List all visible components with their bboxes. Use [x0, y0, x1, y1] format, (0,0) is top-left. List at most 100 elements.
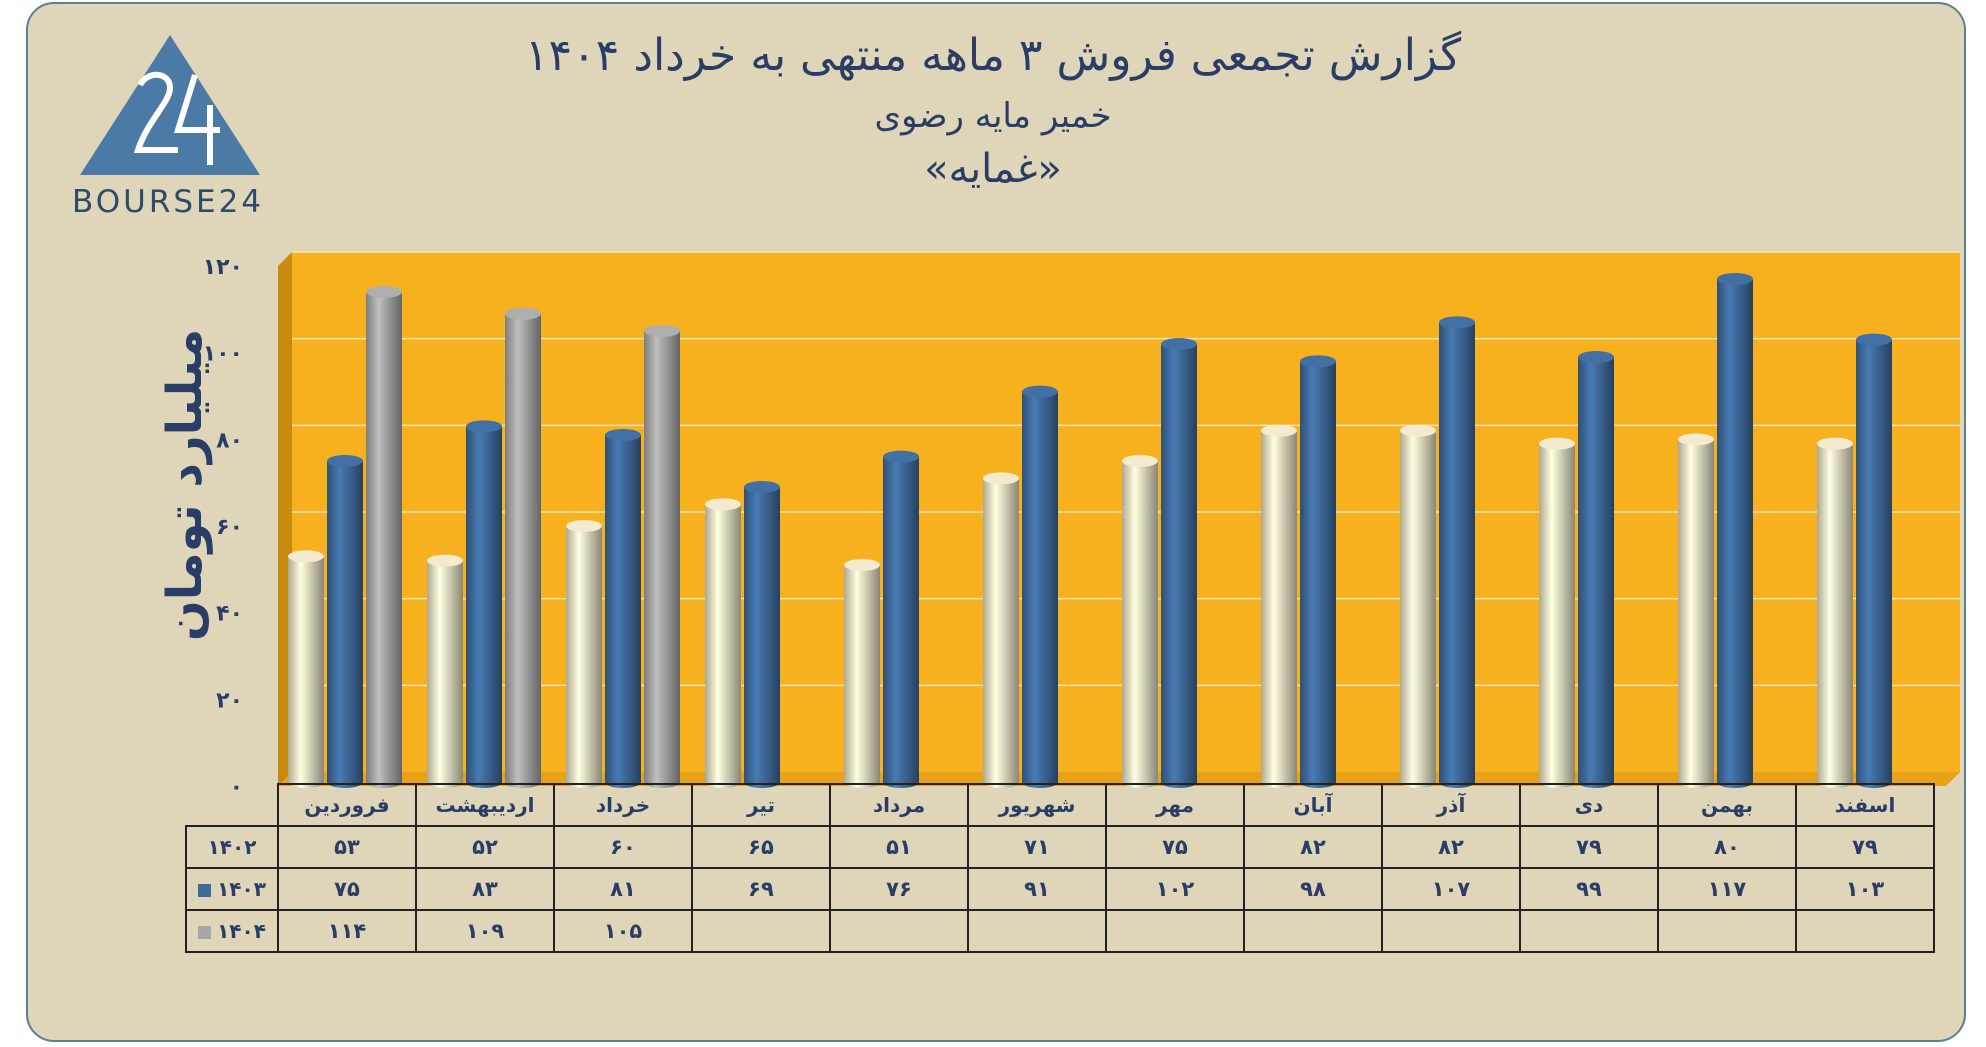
bar-۱۴۰۳ — [1022, 391, 1058, 788]
bar-۱۴۰۳ — [466, 426, 502, 788]
table-row: ۱۴۰۳ ۷۵ ۸۳ ۸۱ ۶۹ ۷۶ ۹۱ ۱۰۲ ۹۸ ۱۰۷ ۹۹ ۱۱۷… — [185, 867, 1935, 911]
bar-top-۱۴۰۲ — [1122, 455, 1158, 467]
bar-۱۴۰۳ — [605, 435, 641, 788]
bar-top-۱۴۰۳ — [883, 450, 919, 463]
bar-۱۴۰۳ — [1161, 344, 1197, 788]
bar-۱۴۰۳ — [1856, 339, 1892, 788]
bar-top-۱۴۰۳ — [466, 420, 502, 433]
table-cell: تیر — [691, 783, 831, 827]
bar-top-۱۴۰۳ — [1161, 338, 1197, 350]
bar-top-۱۴۰۲ — [427, 554, 463, 567]
table-cell: ۵۱ — [829, 825, 969, 869]
legend-swatch-1404 — [198, 926, 212, 939]
bar-top-۱۴۰۳ — [1022, 385, 1058, 398]
table-cell: ۹۸ — [1243, 867, 1383, 911]
bar-top-۱۴۰۲ — [705, 498, 741, 511]
bar-۱۴۰۲ — [1678, 439, 1714, 788]
table-row: ۱۴۰۲ ۵۳ ۵۲ ۶۰ ۶۵ ۵۱ ۷۱ ۷۵ ۸۲ ۸۲ ۷۹ ۸۰ ۷۹ — [185, 825, 1935, 869]
bar-۱۴۰۳ — [327, 461, 363, 788]
table-cell — [829, 909, 969, 953]
table-cell: ۶۹ — [691, 867, 831, 911]
y-tick-label: ۱۰۰ — [203, 342, 243, 367]
table-cell: ۶۰ — [553, 825, 693, 869]
bar-top-۱۴۰۴ — [366, 286, 402, 298]
table-cell: ۱۱۴ — [277, 909, 417, 953]
bar-top-۱۴۰۲ — [288, 550, 324, 563]
bar-top-۱۴۰۲ — [844, 559, 880, 571]
table-cell: مرداد — [829, 783, 969, 827]
bar-top-۱۴۰۲ — [1817, 437, 1853, 450]
table-cell — [1105, 909, 1245, 953]
table-cell: اسفند — [1795, 783, 1935, 827]
table-cell: اردیبهشت — [415, 783, 555, 827]
table-cell: ۸۳ — [415, 867, 555, 911]
y-tick-label: ۴۰ — [216, 602, 243, 627]
legend-swatch-1403 — [198, 884, 212, 897]
bar-۱۴۰۲ — [1817, 443, 1853, 788]
legend-label: ۱۴۰۳ — [217, 877, 266, 901]
legend-label: ۱۴۰۲ — [207, 835, 257, 859]
bar-top-۱۴۰۳ — [1578, 351, 1614, 363]
table-cell: ۸۱ — [553, 867, 693, 911]
table-cell — [1243, 909, 1383, 953]
bar-top-۱۴۰۳ — [1439, 316, 1475, 329]
bar-۱۴۰۳ — [1578, 357, 1614, 788]
table-row: ۱۴۰۴ ۱۱۴ ۱۰۹ ۱۰۵ — [185, 909, 1935, 953]
table-cell: ۹۹ — [1519, 867, 1659, 911]
table-cell: ۵۲ — [415, 825, 555, 869]
bar-۱۴۰۲ — [844, 565, 880, 788]
table-cell: شهریور — [967, 783, 1107, 827]
bar-۱۴۰۲ — [566, 526, 602, 788]
bar-top-۱۴۰۳ — [1717, 273, 1753, 285]
bar-۱۴۰۲ — [1539, 443, 1575, 788]
table-cell: ۱۰۷ — [1381, 867, 1521, 911]
table-cell: ۱۰۲ — [1105, 867, 1245, 911]
bar-۱۴۰۳ — [1717, 279, 1753, 788]
table-cell: ۷۱ — [967, 825, 1107, 869]
bar-top-۱۴۰۳ — [327, 455, 363, 467]
bar-top-۱۴۰۲ — [1678, 433, 1714, 446]
table-cell — [1795, 909, 1935, 953]
logo-text: BOURSE24 — [72, 184, 265, 220]
table-cell: ۸۲ — [1243, 825, 1383, 869]
table-cell: مهر — [1105, 783, 1245, 827]
bar-top-۱۴۰۳ — [1856, 333, 1892, 346]
bar-top-۱۴۰۲ — [566, 520, 602, 532]
data-table: فروردین اردیبهشت خرداد تیر مرداد شهریور … — [185, 783, 1935, 953]
bar-۱۴۰۲ — [705, 504, 741, 788]
table-cell: ۶۵ — [691, 825, 831, 869]
chart-title: گزارش تجمعی فروش ۳ ماهه منتهی به خرداد ۱… — [524, 30, 1462, 81]
table-cell: ۵۳ — [277, 825, 417, 869]
table-cell — [1657, 909, 1797, 953]
table-cell: بهمن — [1657, 783, 1797, 827]
legend-entry-1404: ۱۴۰۴ — [185, 909, 279, 953]
bar-۱۴۰۲ — [983, 478, 1019, 788]
bar-۱۴۰۴ — [505, 313, 541, 788]
table-cell: ۱۰۳ — [1795, 867, 1935, 911]
table-cell — [1381, 909, 1521, 953]
bar-top-۱۴۰۴ — [644, 325, 680, 337]
bar-top-۱۴۰۳ — [1300, 355, 1336, 368]
bar-top-۱۴۰۲ — [983, 472, 1019, 485]
table-cell: فروردین — [277, 783, 417, 827]
table-cell — [967, 909, 1107, 953]
table-cell — [1519, 909, 1659, 953]
table-cell: ۱۰۹ — [415, 909, 555, 953]
table-cell: ۷۶ — [829, 867, 969, 911]
chart-subtitle: خمیر مایه رضوی — [874, 96, 1112, 136]
bar-top-۱۴۰۲ — [1261, 424, 1297, 437]
bar-۱۴۰۲ — [1122, 461, 1158, 788]
legend-entry-1403: ۱۴۰۳ — [185, 867, 279, 911]
table-corner — [186, 784, 279, 827]
bar-top-۱۴۰۲ — [1539, 437, 1575, 450]
table-cell: آذر — [1381, 783, 1521, 827]
table-cell: خرداد — [553, 783, 693, 827]
table-header-row: فروردین اردیبهشت خرداد تیر مرداد شهریور … — [186, 783, 1935, 827]
bar-۱۴۰۴ — [366, 292, 402, 788]
legend-label: ۱۴۰۴ — [217, 919, 266, 943]
bar-۱۴۰۴ — [644, 331, 680, 788]
table-cell: دی — [1519, 783, 1659, 827]
bar-۱۴۰۳ — [1300, 361, 1336, 788]
table-cell: ۷۵ — [1105, 825, 1245, 869]
